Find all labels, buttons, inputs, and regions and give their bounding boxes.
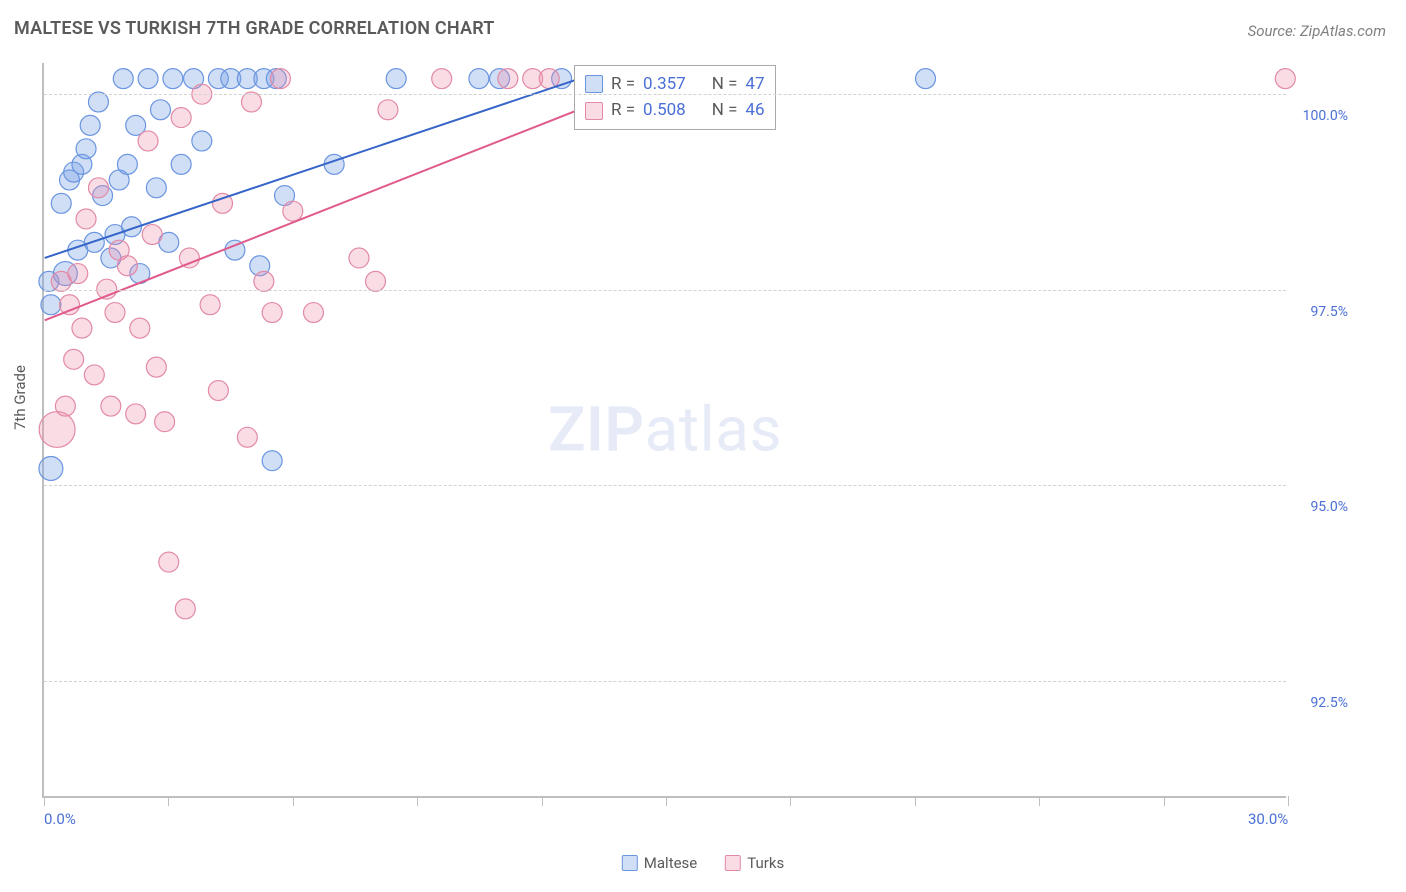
legend-swatch (585, 102, 603, 120)
stat-r-label: R = (611, 97, 635, 123)
legend-item: Maltese (622, 854, 697, 872)
legend-swatch (585, 75, 603, 93)
x-tick (293, 796, 294, 806)
x-tick (1288, 796, 1289, 806)
y-tick-label: 97.5% (1310, 304, 1348, 320)
gridline (44, 681, 1286, 682)
x-tick (44, 796, 45, 806)
stat-n-label: N = (712, 97, 738, 123)
legend-item: Turks (725, 854, 784, 872)
y-axis-title: 7th Grade (11, 365, 29, 430)
source-label: Source: ZipAtlas.com (1248, 22, 1386, 40)
gridline (44, 290, 1286, 291)
x-tick (542, 796, 543, 806)
x-tick (417, 796, 418, 806)
x-tick (1039, 796, 1040, 806)
regression-line (45, 71, 603, 258)
x-tick (790, 796, 791, 806)
gridline (44, 94, 1286, 95)
x-tick (1164, 796, 1165, 806)
legend-label: Maltese (644, 854, 697, 872)
x-tick-label: 0.0% (44, 810, 76, 828)
gridline (44, 485, 1286, 486)
x-tick (168, 796, 169, 806)
plot-area: ZIPatlas R = 0.357N = 47R = 0.508N = 46 … (42, 63, 1286, 798)
y-tick-label: 95.0% (1310, 499, 1348, 515)
stats-legend-row: R = 0.508 N = 46 (585, 97, 765, 123)
x-tick-label: 30.0% (1248, 810, 1288, 828)
y-tick-label: 92.5% (1310, 695, 1348, 711)
legend-swatch (725, 855, 741, 871)
x-tick (915, 796, 916, 806)
stats-legend: R = 0.357N = 47R = 0.508N = 46 (574, 65, 776, 130)
y-tick-label: 100.0% (1303, 108, 1348, 124)
stat-n-value: 46 (745, 97, 764, 123)
regression-layer (44, 63, 1286, 796)
series-legend: Maltese Turks (622, 854, 784, 872)
x-tick (666, 796, 667, 806)
stat-r-value: 0.508 (643, 97, 686, 123)
legend-label: Turks (747, 854, 784, 872)
legend-swatch (622, 855, 638, 871)
chart-title: MALTESE VS TURKISH 7TH GRADE CORRELATION… (14, 18, 495, 39)
